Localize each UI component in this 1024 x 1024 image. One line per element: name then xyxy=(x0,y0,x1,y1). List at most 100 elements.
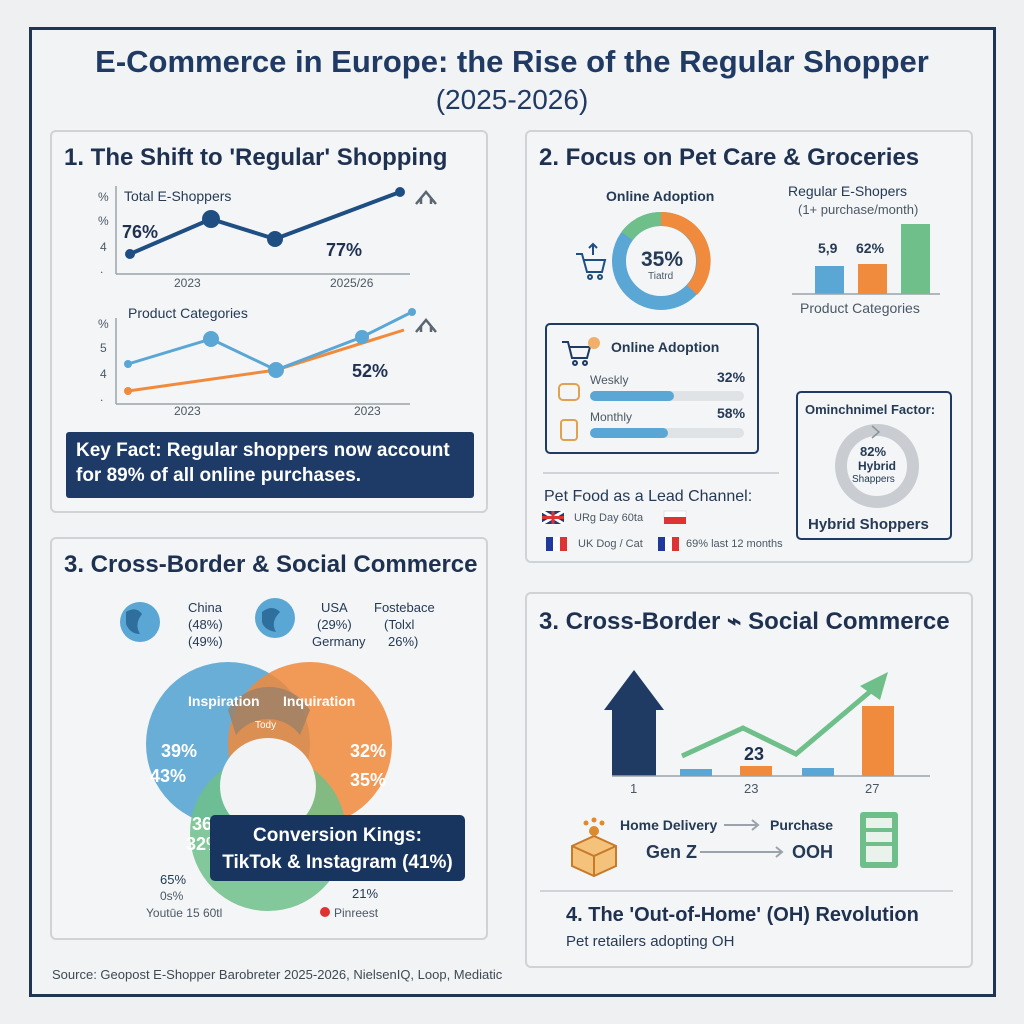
panel4-bar xyxy=(680,769,712,776)
omnichannel-box xyxy=(796,391,952,540)
venn-b1: 36 xyxy=(192,814,213,834)
chart2-point xyxy=(203,331,219,347)
panel4-trend-line xyxy=(680,688,874,759)
bar-orange xyxy=(858,264,887,294)
bar-label-a: 5,9 xyxy=(818,240,838,256)
pinterest-label: Pinreest xyxy=(334,906,379,920)
france-flag-icon-2 xyxy=(658,537,679,551)
country-3-v1: (Tolxl xyxy=(384,617,415,632)
chart2-point xyxy=(124,360,132,368)
panel-social-ooh xyxy=(525,592,973,968)
pet-icon xyxy=(588,337,600,349)
youtube-label: Youtūe 15 60tl xyxy=(146,906,223,920)
panel1-title: 1. The Shift to 'Regular' Shopping xyxy=(64,144,448,171)
chart1-label: Total E-Shoppers xyxy=(124,188,232,204)
cart-icon xyxy=(562,341,592,366)
chart2-point xyxy=(124,387,132,395)
adoption-row1-value: 32% xyxy=(717,369,746,385)
chart1-value-a: 76% xyxy=(122,222,159,242)
paw-icon xyxy=(583,817,605,836)
panel4-x3: 27 xyxy=(865,781,880,796)
arrow-right-icon xyxy=(724,819,760,831)
donut-value: 35% xyxy=(641,248,684,271)
adoption-box-title: Online Adoption xyxy=(611,339,720,355)
country-3-name: Fostebace xyxy=(374,600,435,615)
conversion-kings-box: Conversion Kings: TikTok & Instagram (41… xyxy=(210,815,465,881)
main-subtitle: (2025-2026) xyxy=(435,84,589,115)
chart1-axis-3: 4 xyxy=(100,240,107,254)
venn-r1: 32% xyxy=(350,741,387,761)
cart-icon xyxy=(576,242,607,280)
regular-bars-subtitle: (1+ purchase/month) xyxy=(798,202,919,217)
chart1-line xyxy=(129,190,401,256)
panel3-title: 3. Cross-Border & Social Commerce xyxy=(64,551,478,578)
venn-l2: 43% xyxy=(150,766,187,786)
ooh-subtitle: Pet retailers adopting OH xyxy=(566,933,735,950)
panel4-title: 3. Cross-Border ⌁ Social Commerce xyxy=(539,608,950,635)
adoption-row1-fill xyxy=(590,391,674,401)
pet-food-row2a: UK Dog / Cat xyxy=(578,538,643,550)
chart2-x-a: 2023 xyxy=(174,404,201,418)
trend-arrowhead xyxy=(860,672,888,700)
chart2-label: Product Categories xyxy=(128,305,248,321)
omni-title: Ominchnimel Factor: xyxy=(805,402,936,417)
donut-slice-orange xyxy=(660,211,711,295)
adoption-row2-fill xyxy=(590,428,668,438)
country-3-v2: 26%) xyxy=(388,634,419,649)
country-2-v2: Germany xyxy=(312,634,366,649)
omni-l1: Hybrid xyxy=(858,459,897,473)
donut-title: Online Adoption xyxy=(606,188,715,204)
main-title: E-Commerce in Europe: the Rise of the Re… xyxy=(95,44,929,79)
venn-center-label: Tody xyxy=(255,720,277,731)
adoption-row2-value: 58% xyxy=(717,405,746,421)
flow-c: Gen Z xyxy=(646,842,698,862)
venn-l1: 39% xyxy=(161,741,198,761)
adoption-row2-label: Monthly xyxy=(590,410,633,424)
country-1-v2: (49%) xyxy=(188,634,223,649)
chart1-point xyxy=(267,231,283,247)
chart2-point xyxy=(268,362,284,378)
conversion-line2: TikTok & Instagram (41%) xyxy=(222,851,453,873)
pet-food-can-icon xyxy=(560,419,578,441)
panel2-title: 2. Focus on Pet Care & Groceries xyxy=(539,144,920,171)
globe-icon xyxy=(120,602,160,642)
pet-food-row2b: 69% last 12 months xyxy=(686,538,783,550)
parcel-locker-icon xyxy=(860,812,898,868)
donut-slice-green xyxy=(621,211,662,241)
chart1-x-a: 2023 xyxy=(174,276,201,290)
chart1-point xyxy=(202,210,220,228)
chart2-axis-1: % xyxy=(98,317,109,331)
chart2-axis-4: . xyxy=(100,390,104,404)
panel4-x2: 23 xyxy=(744,781,759,796)
panel4-bar xyxy=(802,768,834,776)
chart2-axis-2: 5 xyxy=(100,341,107,355)
omni-value: 82% xyxy=(860,444,887,459)
chart1-point xyxy=(395,187,405,197)
pet-food-row1: URg Day 60ta xyxy=(574,512,644,524)
poland-flag-icon xyxy=(663,510,687,524)
globe-icon-2 xyxy=(255,598,295,638)
chart1-axis-2: % xyxy=(98,214,109,228)
arrow-right-icon-2 xyxy=(700,846,784,858)
bar-label-b: 62% xyxy=(856,240,885,256)
pet-food-title: Pet Food as a Lead Channel: xyxy=(544,488,753,505)
bar-green xyxy=(901,224,930,294)
venn-right-title: Inquiration xyxy=(283,693,356,709)
chart1-axis-1: % xyxy=(98,190,109,204)
donut-sub: Tiatrd xyxy=(648,271,674,282)
panel4-mid-label: 23 xyxy=(744,744,765,764)
flow-a: Home Delivery xyxy=(620,817,718,833)
food-bowl-icon xyxy=(558,383,580,401)
bars-caption: Product Categories xyxy=(800,300,920,316)
venn-overlap xyxy=(228,686,310,735)
conversion-line1: Conversion Kings: xyxy=(253,825,422,846)
chart2-point xyxy=(355,330,369,344)
chart2-x-b: 2023 xyxy=(354,404,381,418)
country-2-v1: (29%) xyxy=(317,617,352,632)
